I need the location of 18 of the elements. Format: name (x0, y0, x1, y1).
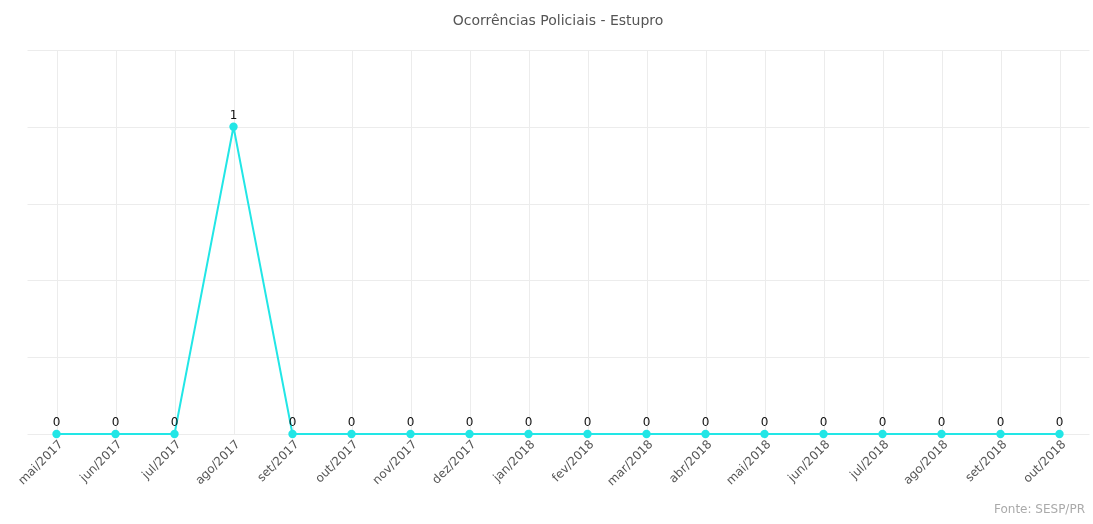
data-label: 1 (229, 107, 238, 122)
data-label: 0 (1055, 415, 1064, 429)
data-label: 0 (583, 415, 592, 429)
data-label: 0 (701, 415, 710, 429)
chart-title: Ocorrências Policiais - Estupro (452, 12, 664, 28)
data-label: 0 (406, 415, 415, 429)
data-label: 0 (642, 415, 651, 429)
data-label: 0 (111, 415, 120, 429)
data-label: 0 (996, 415, 1005, 429)
data-label: 0 (760, 415, 769, 429)
data-label: 0 (524, 415, 533, 429)
data-label: 0 (465, 415, 474, 429)
data-label: 0 (52, 415, 61, 429)
data-label: 0 (937, 415, 946, 429)
source-note: Fonte: SESP/PR (993, 502, 1085, 516)
data-label: 0 (878, 415, 887, 429)
data-label: 0 (819, 415, 828, 429)
data-label: 0 (347, 415, 356, 429)
